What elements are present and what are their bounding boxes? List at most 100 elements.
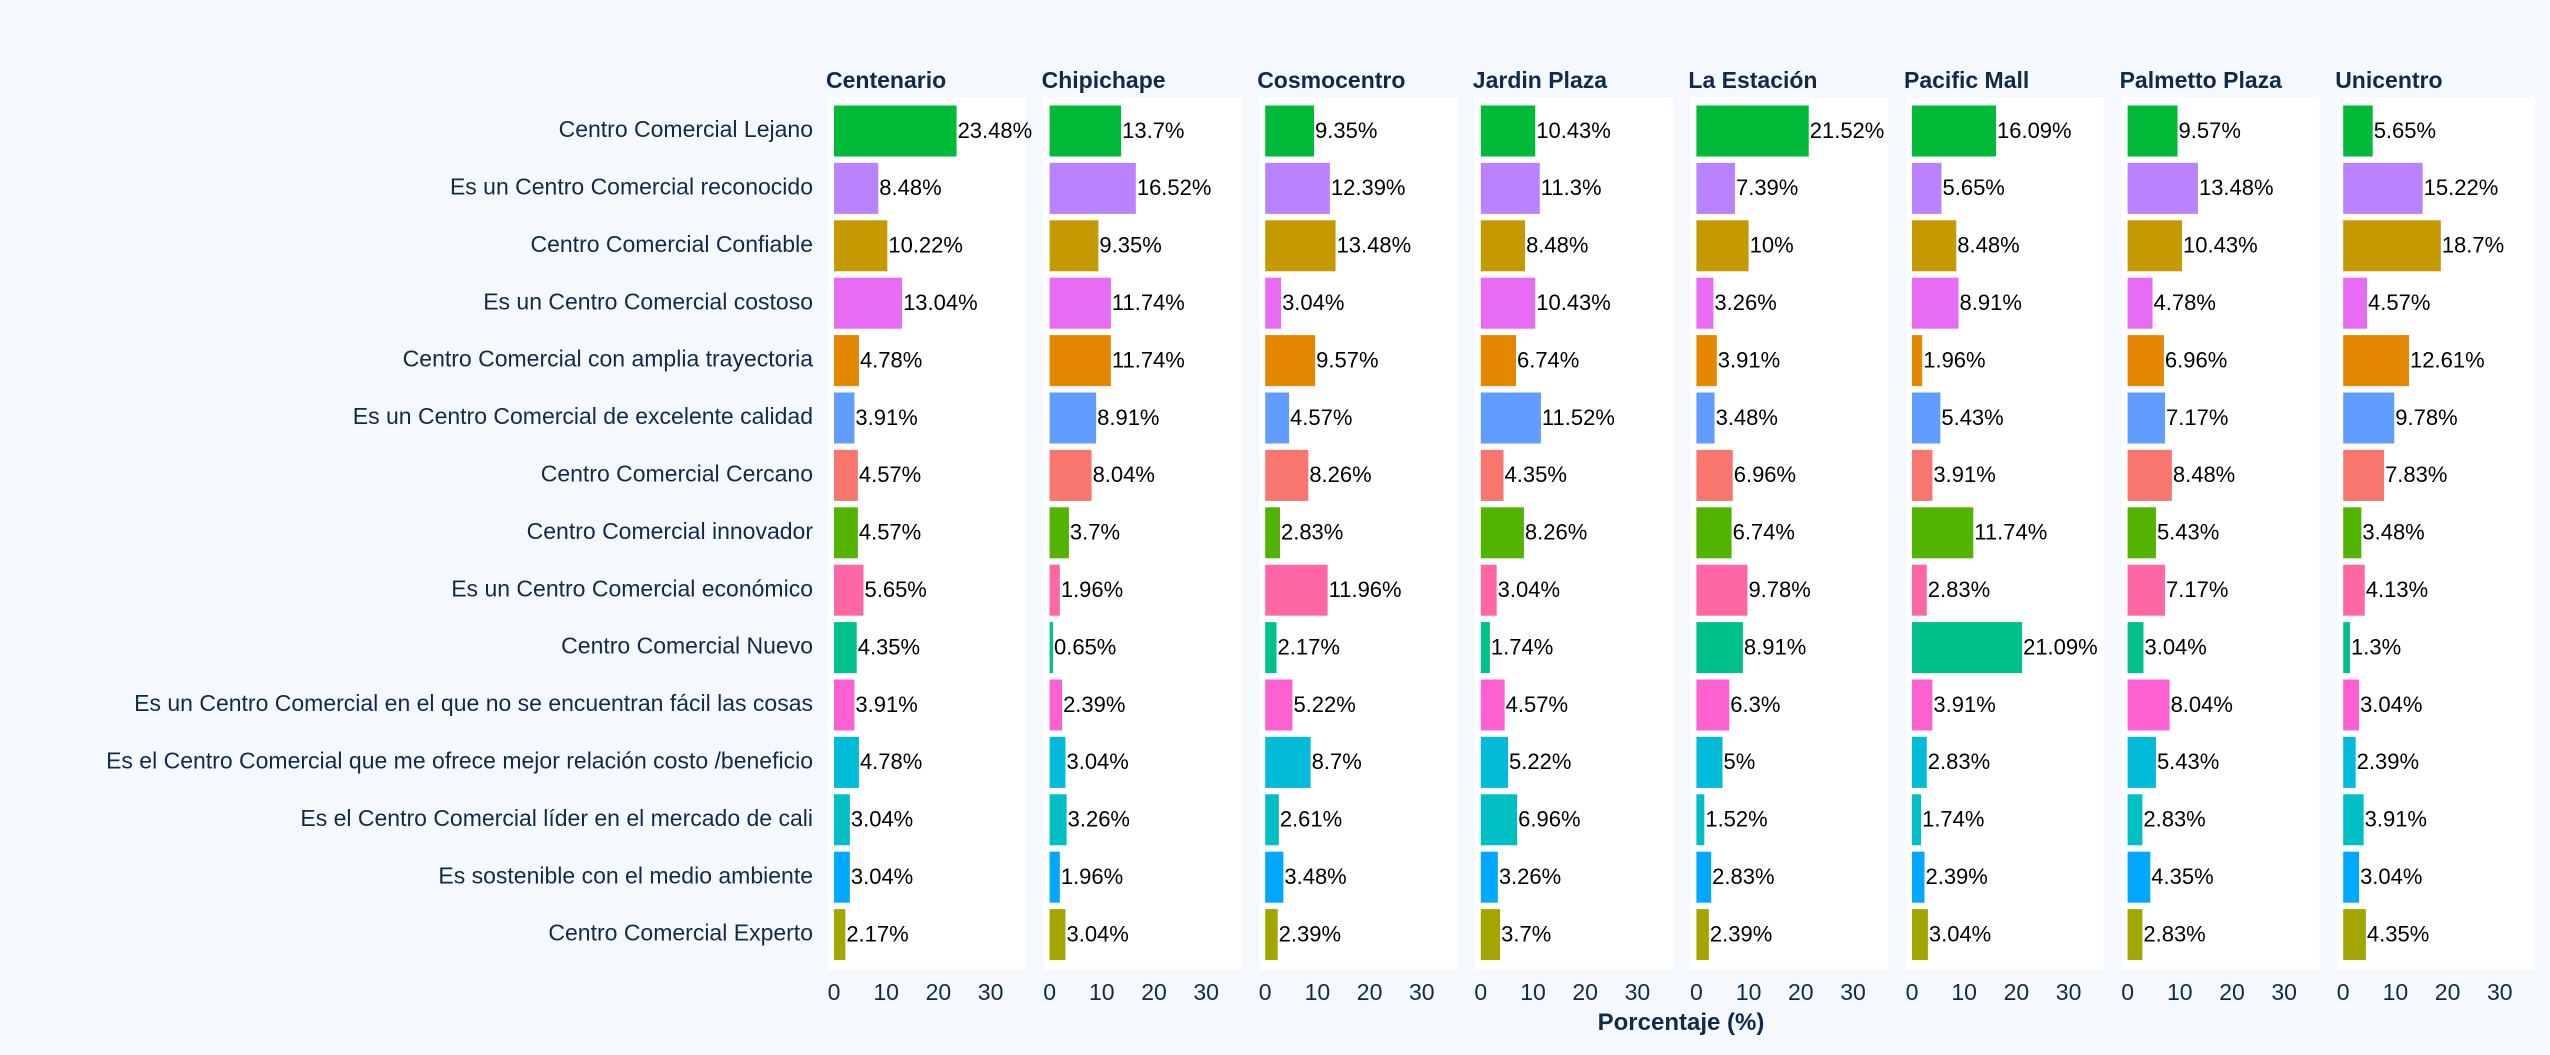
value-label: 7.17% <box>2166 577 2228 602</box>
bar <box>2343 105 2373 157</box>
x-tick-label: 10 <box>1951 979 1977 1005</box>
value-label: 12.39% <box>1331 175 1406 200</box>
value-label: 4.78% <box>860 749 922 774</box>
value-label: 2.83% <box>1281 520 1343 545</box>
value-label: 11.74% <box>1974 520 2047 545</box>
value-label: 18.7% <box>2442 233 2504 258</box>
value-label: 3.04% <box>851 864 913 889</box>
value-label: 5.43% <box>2157 520 2219 545</box>
value-label: 4.57% <box>859 520 921 545</box>
value-label: 8.48% <box>1957 233 2019 258</box>
value-label: 3.04% <box>1066 921 1128 946</box>
value-label: 5.65% <box>1942 175 2004 200</box>
value-label: 3.04% <box>1066 749 1128 774</box>
bar <box>1480 507 1524 559</box>
value-label: 4.57% <box>859 462 921 487</box>
category-label: Centro Comercial Confiable <box>530 231 813 257</box>
bar <box>2343 392 2395 444</box>
x-tick-label: 20 <box>1357 979 1383 1005</box>
bar <box>1049 335 1111 387</box>
bar <box>1696 335 1717 387</box>
value-label: 4.78% <box>860 347 922 372</box>
value-label: 21.52% <box>1810 118 1885 143</box>
bar <box>1049 162 1136 214</box>
value-label: 5.22% <box>1509 749 1571 774</box>
value-label: 2.39% <box>1710 921 1772 946</box>
bar <box>2127 736 2156 788</box>
value-label: 4.35% <box>1505 462 1567 487</box>
bar <box>1480 449 1504 501</box>
value-label: 3.04% <box>1498 577 1560 602</box>
bar <box>1480 909 1501 961</box>
value-label: 3.7% <box>1501 921 1551 946</box>
value-label: 4.57% <box>2368 290 2430 315</box>
value-label: 3.04% <box>2360 864 2422 889</box>
x-tick-label: 20 <box>1788 979 1814 1005</box>
value-label: 8.91% <box>1744 634 1806 659</box>
bar <box>1049 507 1069 559</box>
value-label: 10.43% <box>1536 290 1611 315</box>
category-label: Es un Centro Comercial de excelente cali… <box>353 403 813 429</box>
bar <box>2127 507 2156 559</box>
value-label: 1.96% <box>1061 864 1123 889</box>
value-label: 6.74% <box>1733 520 1795 545</box>
bar <box>1696 679 1730 731</box>
value-label: 2.83% <box>1928 749 1990 774</box>
value-label: 2.17% <box>1278 634 1340 659</box>
value-label: 3.91% <box>855 692 917 717</box>
bar <box>1480 794 1518 846</box>
bar <box>834 220 888 272</box>
category-label: Centro Comercial Lejano <box>559 116 813 142</box>
value-label: 4.13% <box>2366 577 2428 602</box>
value-label: 3.91% <box>1933 462 1995 487</box>
x-tick-label: 20 <box>1141 979 1167 1005</box>
value-label: 3.48% <box>1284 864 1346 889</box>
bar <box>1049 449 1092 501</box>
value-label: 3.26% <box>1068 807 1130 832</box>
x-tick-label: 0 <box>2337 979 2350 1005</box>
x-tick-label: 30 <box>1625 979 1651 1005</box>
value-label: 2.83% <box>1928 577 1990 602</box>
bar <box>1480 564 1497 616</box>
bar <box>1265 679 1293 731</box>
value-label: 10% <box>1750 233 1794 258</box>
bar <box>834 622 857 674</box>
value-label: 3.26% <box>1714 290 1776 315</box>
bar <box>1912 449 1933 501</box>
category-label: Es sostenible con el medio ambiente <box>438 862 813 888</box>
value-label: 3.91% <box>1933 692 1995 717</box>
value-label: 13.48% <box>2199 175 2274 200</box>
panel-title: Jardin Plaza <box>1473 67 1607 93</box>
x-tick-label: 10 <box>1520 979 1546 1005</box>
value-label: 3.48% <box>1716 405 1778 430</box>
value-label: 16.09% <box>1997 118 2072 143</box>
bar <box>1265 220 1336 272</box>
category-label: Centro Comercial Experto <box>548 920 813 946</box>
bar <box>1696 909 1709 961</box>
x-tick-label: 20 <box>1572 979 1598 1005</box>
category-label: Centro Comercial Cercano <box>541 460 813 486</box>
bar <box>2343 507 2362 559</box>
bar <box>1912 220 1957 272</box>
value-label: 2.83% <box>2143 807 2205 832</box>
value-label: 10.43% <box>1536 118 1611 143</box>
value-label: 2.39% <box>1063 692 1125 717</box>
bar <box>2127 449 2172 501</box>
x-tick-label: 0 <box>828 979 841 1005</box>
value-label: 6.3% <box>1730 692 1780 717</box>
bar <box>1912 105 1996 157</box>
x-tick-label: 0 <box>1906 979 1919 1005</box>
bar <box>2127 851 2151 903</box>
value-label: 5.65% <box>2374 118 2436 143</box>
value-label: 11.74% <box>1112 290 1185 315</box>
x-tick-label: 30 <box>978 979 1004 1005</box>
x-tick-label: 10 <box>1736 979 1762 1005</box>
value-label: 6.96% <box>1734 462 1796 487</box>
bar <box>1696 794 1705 846</box>
bar <box>1265 392 1290 444</box>
bar <box>834 851 850 903</box>
value-label: 8.48% <box>879 175 941 200</box>
value-label: 10.43% <box>2183 233 2258 258</box>
x-tick-label: 0 <box>1690 979 1703 1005</box>
bar <box>2127 335 2164 387</box>
